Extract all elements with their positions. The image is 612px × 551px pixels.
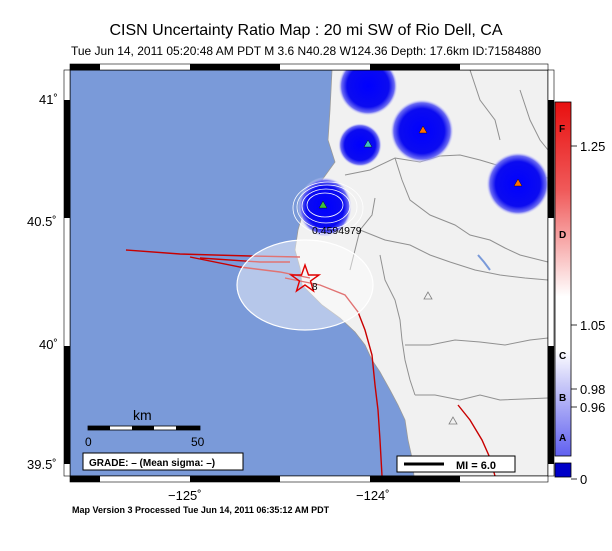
colorbar: 1.25 1.05 0.98 0.96 0 F D C B A [554, 101, 605, 487]
map-frame-border [63, 63, 555, 483]
station-uncertainty-blob [338, 70, 398, 116]
colorbar-grade: B [559, 393, 566, 404]
contour-label: 0.4594979 [312, 225, 362, 237]
station-icon [448, 416, 458, 425]
lat-tick-label: 41˚ [39, 92, 58, 107]
station-icon [513, 178, 523, 187]
colorbar-grade: D [559, 230, 566, 241]
colorbar-grade: A [559, 433, 566, 444]
event-info: Tue Jun 14, 2011 05:20:48 AM PDT M 3.6 N… [70, 44, 542, 58]
lat-tick-label: 40.5˚ [27, 214, 57, 229]
mi-legend: MI = 6.0 [396, 455, 516, 473]
colorbar-value: 0.98 [580, 382, 605, 397]
colorbar-grade: F [559, 124, 565, 135]
grade-box: GRADE: – (Mean sigma: –) [82, 452, 244, 471]
colorbar-grade: C [559, 351, 566, 362]
colorbar-value: 1.25 [580, 139, 605, 154]
colorbar-value: 0.96 [580, 400, 605, 415]
land [294, 70, 548, 476]
county-boundaries [344, 70, 548, 401]
lon-tick-label: −124˚ [356, 488, 390, 503]
scale-label: 50 [191, 435, 205, 449]
colorbar-value: 1.05 [580, 318, 605, 333]
epicenter-star-icon [288, 262, 322, 293]
station-icon [418, 125, 428, 134]
mi-text: MI = 6.0 [456, 460, 496, 472]
scale-unit: km [133, 407, 152, 423]
footer-note: Map Version 3 Processed Tue Jun 14, 2011… [72, 505, 330, 515]
lon-tick-label: −125˚ [168, 488, 202, 503]
station-icon [318, 200, 328, 209]
scale-label: 0 [85, 435, 92, 449]
scale-bar: km 0 50 [85, 407, 205, 449]
station-icon [363, 139, 373, 148]
lat-tick-label: 40˚ [39, 337, 58, 352]
grade-text: GRADE: – (Mean sigma: –) [89, 458, 215, 469]
station-icon [423, 291, 433, 300]
contours [292, 181, 364, 235]
lat-tick-label: 39.5˚ [27, 457, 57, 472]
star-contour-label: 8 [312, 282, 318, 293]
colorbar-value: 0 [580, 472, 587, 487]
station-uncertainty-blob [338, 123, 382, 167]
page-title: CISN Uncertainty Ratio Map : 20 mi SW of… [109, 22, 503, 39]
